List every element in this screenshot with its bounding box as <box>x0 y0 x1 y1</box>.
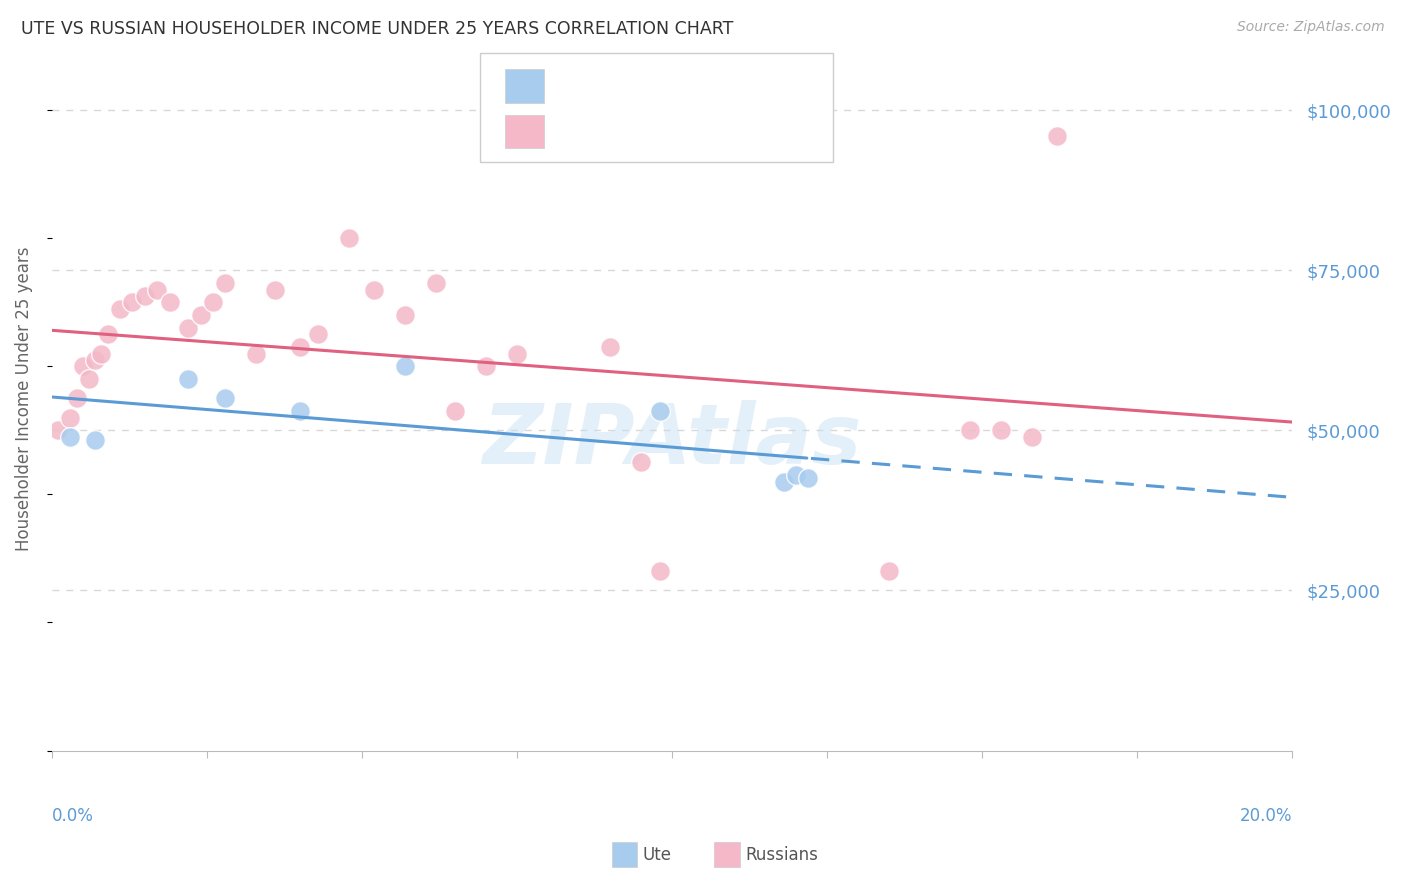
Text: Source: ZipAtlas.com: Source: ZipAtlas.com <box>1237 20 1385 34</box>
Point <box>959 424 981 438</box>
Text: R =: R = <box>560 77 598 95</box>
Text: N =: N = <box>690 123 731 141</box>
Text: 0.0%: 0.0% <box>52 807 94 825</box>
Point <box>990 424 1012 438</box>
Point <box>394 308 416 322</box>
Text: 10: 10 <box>730 77 755 95</box>
Point <box>84 433 107 447</box>
Point <box>65 392 87 406</box>
Point <box>245 346 267 360</box>
Text: -0.326: -0.326 <box>606 123 671 141</box>
Point <box>425 276 447 290</box>
Point <box>630 455 652 469</box>
Y-axis label: Householder Income Under 25 years: Householder Income Under 25 years <box>15 246 32 550</box>
Point <box>444 404 467 418</box>
Text: 36: 36 <box>730 123 755 141</box>
Point <box>146 283 169 297</box>
Point <box>90 346 112 360</box>
Text: 20.0%: 20.0% <box>1240 807 1292 825</box>
Point <box>648 564 671 578</box>
Text: Ute: Ute <box>643 846 672 863</box>
Point <box>599 340 621 354</box>
Text: R =: R = <box>560 123 598 141</box>
Point <box>394 359 416 374</box>
Point <box>339 231 361 245</box>
Point <box>288 404 311 418</box>
Text: ZIPAtlas: ZIPAtlas <box>482 401 862 481</box>
Point <box>363 283 385 297</box>
Point <box>785 468 807 483</box>
Point <box>1021 430 1043 444</box>
Point <box>797 471 820 485</box>
Point <box>877 564 900 578</box>
Point <box>177 372 200 386</box>
Point <box>46 424 69 438</box>
Point <box>307 327 329 342</box>
Point <box>190 308 212 322</box>
Point <box>648 404 671 418</box>
Text: N =: N = <box>681 77 721 95</box>
Point <box>214 276 236 290</box>
Point <box>108 301 131 316</box>
Point <box>1045 128 1067 143</box>
Point <box>59 410 82 425</box>
Point <box>77 372 100 386</box>
Point <box>97 327 120 342</box>
FancyBboxPatch shape <box>505 115 544 148</box>
FancyBboxPatch shape <box>505 70 544 103</box>
FancyBboxPatch shape <box>479 54 834 162</box>
Point <box>121 295 143 310</box>
Point <box>159 295 181 310</box>
Point <box>475 359 498 374</box>
Point <box>177 321 200 335</box>
Point <box>84 353 107 368</box>
Text: -0.076: -0.076 <box>606 77 671 95</box>
Point <box>288 340 311 354</box>
Point <box>214 392 236 406</box>
Text: Russians: Russians <box>745 846 818 863</box>
Point <box>134 289 156 303</box>
Point <box>202 295 225 310</box>
Point <box>506 346 529 360</box>
Point <box>772 475 794 489</box>
Text: UTE VS RUSSIAN HOUSEHOLDER INCOME UNDER 25 YEARS CORRELATION CHART: UTE VS RUSSIAN HOUSEHOLDER INCOME UNDER … <box>21 20 734 37</box>
Point <box>59 430 82 444</box>
Point <box>72 359 94 374</box>
Point <box>264 283 287 297</box>
